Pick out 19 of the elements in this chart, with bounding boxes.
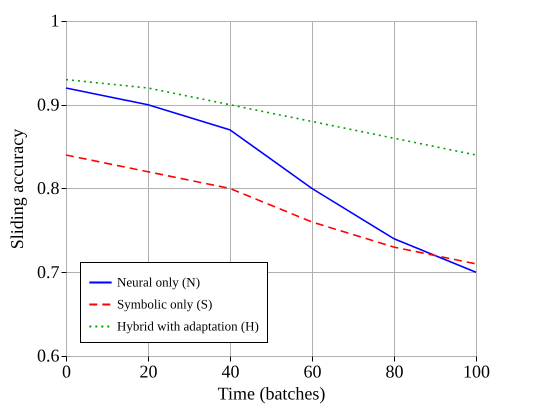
y-tick-label: 0.7 [37,262,60,282]
y-tick-label: 0.8 [37,178,60,198]
x-tick-label: 60 [304,362,322,382]
y-axis-title: Sliding accuracy [7,128,27,250]
line-series [65,87,477,274]
x-tick-label: 40 [222,362,240,382]
x-tick-label: 0 [62,362,71,382]
legend-label: Hybrid with adaptation (H) [117,318,259,334]
y-tick-label: 0.9 [37,94,60,114]
x-tick-label: 80 [386,362,404,382]
y-tick-label: 0.6 [37,346,60,366]
y-tick-label: 1 [50,10,60,30]
legend-label: Symbolic only (S) [117,296,212,312]
x-tick-label: 100 [463,362,490,382]
line-series [65,154,477,265]
legend-label: Neural only (N) [117,274,200,290]
x-axis-title: Time (batches) [218,384,326,404]
x-tick-label: 20 [140,362,158,382]
line-series [65,78,477,156]
